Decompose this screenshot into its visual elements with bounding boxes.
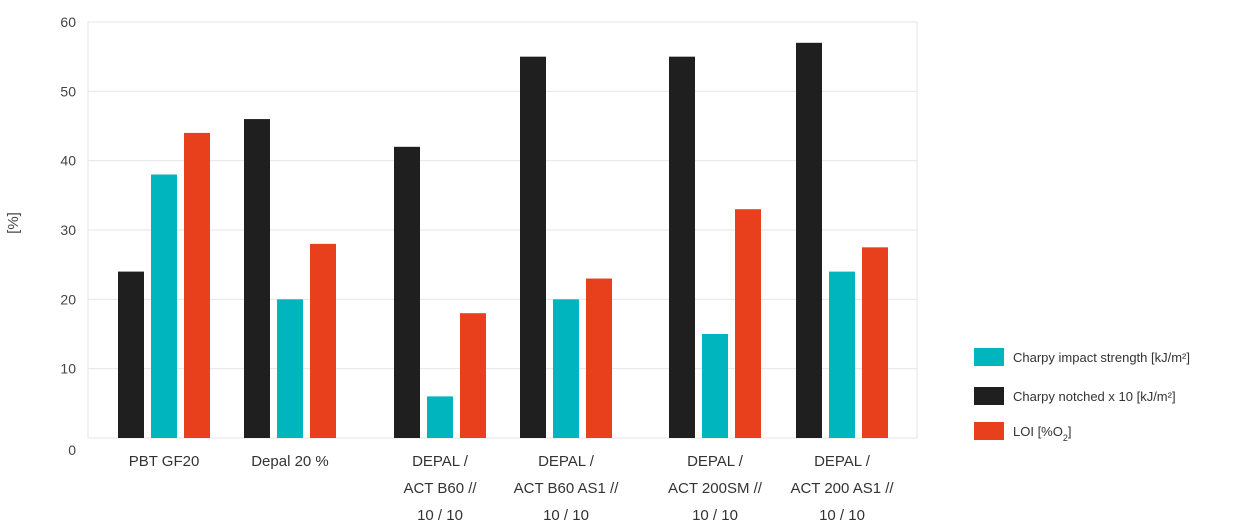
gridlines [88, 90, 917, 370]
bar [118, 271, 144, 438]
bar [702, 334, 728, 438]
y-axis-label: [%] [5, 212, 22, 234]
bar [460, 313, 486, 438]
x-tick-label: 10 / 10 [543, 507, 589, 522]
bar [277, 299, 303, 438]
x-tick-label: ACT B60 AS1 // [514, 480, 620, 497]
legend-swatch [974, 422, 1004, 440]
legend-label: Charpy notched x 10 [kJ/m²] [1013, 389, 1176, 404]
x-tick-label: PBT GF20 [129, 453, 200, 470]
y-tick-label: 20 [60, 291, 76, 307]
bar [586, 278, 612, 438]
bar [520, 56, 546, 439]
x-tick-label: DEPAL / [687, 453, 744, 470]
x-tick-label: Depal 20 % [251, 453, 329, 470]
legend-swatch [974, 387, 1004, 405]
bar [394, 146, 420, 439]
bar [735, 209, 761, 438]
bar [427, 396, 453, 438]
x-tick-label: 10 / 10 [819, 507, 865, 522]
bar [796, 42, 822, 439]
x-axis-labels: PBT GF20 Depal 20 % DEPAL / ACT B60 // 10 / … [129, 453, 895, 522]
legend: Charpy impact strength [kJ/m²] Charpy not… [974, 348, 1190, 443]
bars [118, 42, 888, 439]
x-tick-label: ACT 200 AS1 // [790, 480, 894, 497]
bar [244, 119, 270, 439]
bar [310, 243, 336, 438]
y-tick-label: 10 [60, 361, 76, 377]
y-tick-label: 60 [60, 14, 76, 30]
x-tick-label: 10 / 10 [692, 507, 738, 522]
bar [862, 247, 888, 438]
y-tick-label: 30 [60, 222, 76, 238]
y-tick-label: 40 [60, 153, 76, 169]
y-tick-label: 50 [60, 83, 76, 99]
bar [829, 271, 855, 438]
x-tick-label: ACT B60 // [403, 480, 477, 497]
x-tick-label: ACT 200SM // [668, 480, 763, 497]
bar [553, 299, 579, 438]
bar [669, 56, 695, 439]
y-tick-label: 0 [68, 442, 76, 458]
x-tick-label: DEPAL / [814, 453, 871, 470]
legend-label: LOI [%O2] [1013, 424, 1072, 443]
bar [151, 174, 177, 439]
bar [184, 132, 210, 438]
x-tick-label: DEPAL / [538, 453, 595, 470]
legend-swatch [974, 348, 1004, 366]
y-axis-ticks: 0 10 20 30 40 50 60 [60, 14, 76, 458]
legend-label: Charpy impact strength [kJ/m²] [1013, 350, 1190, 365]
x-tick-label: 10 / 10 [417, 507, 463, 522]
x-tick-label: DEPAL / [412, 453, 469, 470]
